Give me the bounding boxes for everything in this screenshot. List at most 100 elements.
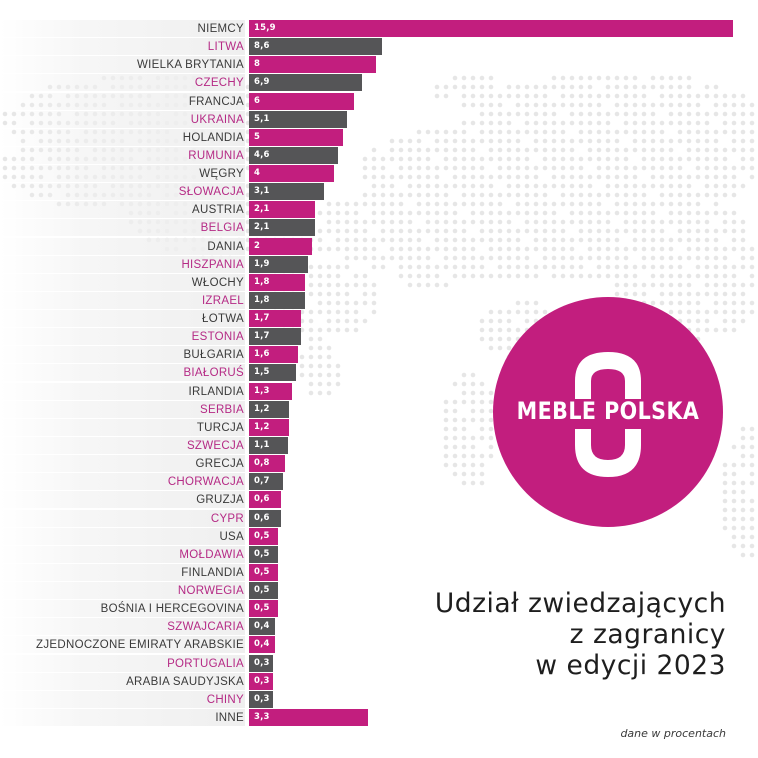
category-label: ARABIA SAUDYJSKA xyxy=(126,676,244,688)
bar: 2,1 xyxy=(249,201,315,218)
category-label: CYPR xyxy=(210,513,244,525)
label-background xyxy=(0,401,245,418)
bar: 1,1 xyxy=(249,437,288,454)
units-note: dane w procentach xyxy=(620,727,726,740)
title-line-2: z zagranicy xyxy=(569,619,726,650)
value-label: 0,6 xyxy=(254,494,270,504)
chart-row: IZRAEL 1,8 xyxy=(0,292,758,309)
chart-row: UKRAINA 5,1 xyxy=(0,111,758,128)
chart-row: USA 0,5 xyxy=(0,528,758,545)
value-label: 0,8 xyxy=(254,458,270,468)
chart-row: SZWECJA 1,1 xyxy=(0,437,758,454)
value-label: 0,5 xyxy=(254,531,270,541)
value-label: 1,3 xyxy=(254,386,270,396)
value-label: 0,4 xyxy=(254,639,270,649)
logo-text: MEBLE POLSKA xyxy=(516,397,700,425)
value-label: 0,5 xyxy=(254,603,270,613)
value-label: 1,2 xyxy=(254,404,270,414)
value-label: 2 xyxy=(254,241,261,251)
category-label: SZWECJA xyxy=(186,440,244,452)
value-label: 1,2 xyxy=(254,422,270,432)
label-background xyxy=(0,528,245,545)
title-line-1: Udział zwiedzających xyxy=(434,588,726,619)
bar: 5,1 xyxy=(249,111,347,128)
bar: 0,8 xyxy=(249,455,285,472)
label-background xyxy=(0,709,245,726)
label-background xyxy=(0,346,245,363)
label-background xyxy=(0,56,245,73)
category-label: USA xyxy=(219,531,244,543)
bar: 6,9 xyxy=(249,74,362,91)
category-label: GRECJA xyxy=(195,458,244,470)
bar: 4 xyxy=(249,165,334,182)
category-label: TURCJA xyxy=(196,422,244,434)
value-label: 0,7 xyxy=(254,476,270,486)
value-label: 0,4 xyxy=(254,621,270,631)
value-label: 1,1 xyxy=(254,440,270,450)
bar: 5 xyxy=(249,129,343,146)
bar: 1,7 xyxy=(249,328,301,345)
label-background xyxy=(0,238,245,255)
bar: 1,2 xyxy=(249,419,289,436)
category-label: RUMUNIA xyxy=(188,150,244,162)
bar: 1,5 xyxy=(249,364,296,381)
value-label: 2,1 xyxy=(254,222,270,232)
label-background xyxy=(0,437,245,454)
chart-row: ARABIA SAUDYJSKA 0,3 xyxy=(0,673,758,690)
bar: 0,4 xyxy=(249,636,275,653)
label-background xyxy=(0,455,245,472)
value-label: 1,6 xyxy=(254,349,270,359)
label-background xyxy=(0,546,245,563)
bar: 2,1 xyxy=(249,219,315,236)
category-label: BIAŁORUŚ xyxy=(183,367,244,379)
title-line-3: w edycji 2023 xyxy=(535,650,726,681)
bar: 0,5 xyxy=(249,528,278,545)
chart-row: PORTUGALIA 0,3 xyxy=(0,655,758,672)
category-label: LITWA xyxy=(207,41,244,53)
category-label: HISZPANIA xyxy=(181,259,244,271)
value-label: 1,8 xyxy=(254,295,270,305)
logo-mark-icon xyxy=(575,352,641,477)
bar: 0,5 xyxy=(249,564,278,581)
label-background xyxy=(0,419,245,436)
chart-row: BELGIA 2,1 xyxy=(0,219,758,236)
chart-row: BOŚNIA I HERCEGOVINA 0,5 xyxy=(0,600,758,617)
label-background xyxy=(0,473,245,490)
label-background xyxy=(0,510,245,527)
value-label: 6 xyxy=(254,96,261,106)
bar: 4,6 xyxy=(249,147,338,164)
chart-row: CYPR 0,6 xyxy=(0,510,758,527)
value-label: 1,5 xyxy=(254,367,270,377)
value-label: 0,6 xyxy=(254,513,270,523)
category-label: ZJEDNOCZONE EMIRATY ARABSKIE xyxy=(36,639,244,651)
category-label: BELGIA xyxy=(200,222,244,234)
chart-row: HISZPANIA 1,9 xyxy=(0,256,758,273)
label-background xyxy=(0,129,245,146)
label-background xyxy=(0,274,245,291)
label-background xyxy=(0,165,245,182)
label-background xyxy=(0,292,245,309)
chart-row: WŁOCHY 1,8 xyxy=(0,274,758,291)
bar: 0,5 xyxy=(249,546,278,563)
label-background xyxy=(0,20,245,37)
category-label: BUŁGARIA xyxy=(183,349,244,361)
category-label: ESTONIA xyxy=(191,331,244,343)
value-label: 8,6 xyxy=(254,41,270,51)
chart-row: WIELKA BRYTANIA 8 xyxy=(0,56,758,73)
category-label: CZECHY xyxy=(194,77,244,89)
bar: 1,3 xyxy=(249,383,292,400)
bar: 0,3 xyxy=(249,673,273,690)
value-label: 4,6 xyxy=(254,150,270,160)
chart-row: WĘGRY 4 xyxy=(0,165,758,182)
value-label: 15,9 xyxy=(254,23,276,33)
chart-row: ESTONIA 1,7 xyxy=(0,328,758,345)
chart-row: LITWA 8,6 xyxy=(0,38,758,55)
chart-row: MOŁDAWIA 0,5 xyxy=(0,546,758,563)
category-label: SŁOWACJA xyxy=(178,186,244,198)
bar: 1,7 xyxy=(249,310,301,327)
category-label: IZRAEL xyxy=(201,295,244,307)
label-background xyxy=(0,383,245,400)
value-label: 0,3 xyxy=(254,694,270,704)
category-label: FINLANDIA xyxy=(181,567,244,579)
label-background xyxy=(0,310,245,327)
